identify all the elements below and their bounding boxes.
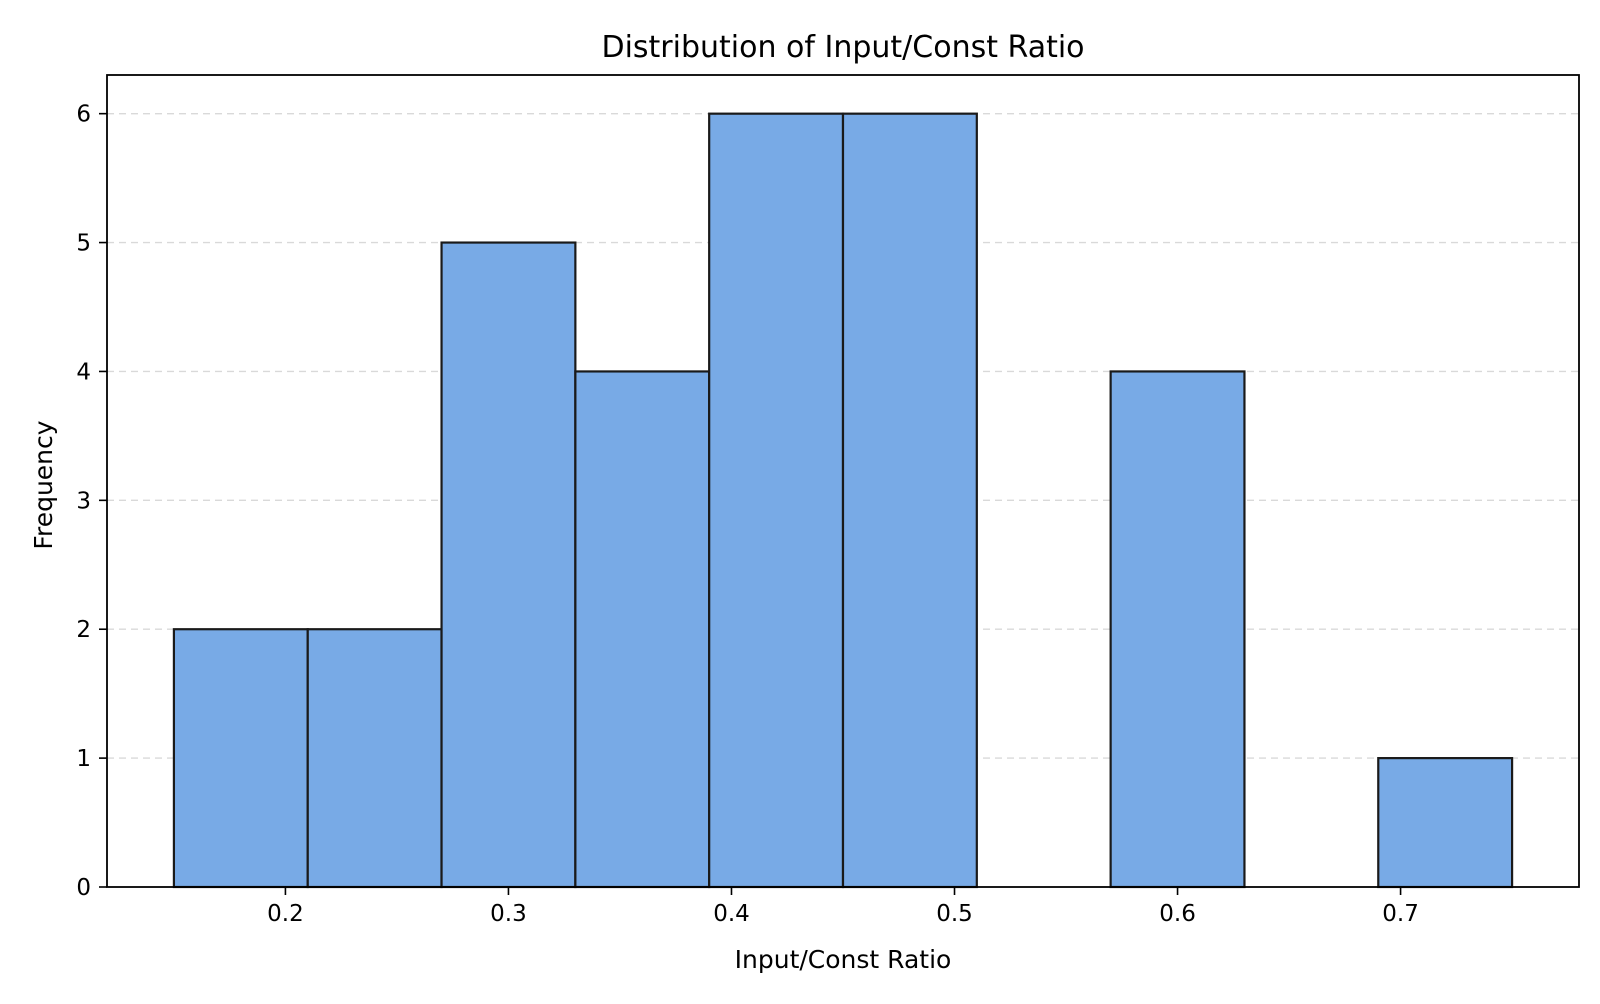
histogram-bar xyxy=(708,112,845,889)
x-tick-label: 0.2 xyxy=(267,901,304,927)
y-axis-label: Frequency xyxy=(29,420,58,549)
y-tick-label: 2 xyxy=(76,617,91,643)
histogram-bar xyxy=(574,370,711,889)
y-axis-ticks: 0 1 2 3 4 5 6 xyxy=(76,102,107,901)
y-tick-label: 6 xyxy=(76,102,91,128)
y-tick-label: 1 xyxy=(76,746,91,772)
histogram-bar xyxy=(306,628,443,889)
x-axis-ticks: 0.2 0.3 0.4 0.5 0.6 0.7 xyxy=(267,887,1419,927)
x-tick-label: 0.4 xyxy=(713,901,750,927)
histogram-bar xyxy=(172,628,309,889)
bars-layer xyxy=(172,112,1514,889)
histogram-bar xyxy=(440,241,577,889)
x-axis-label: Input/Const Ratio xyxy=(735,945,952,974)
x-tick-label: 0.6 xyxy=(1159,901,1196,927)
y-tick-label: 3 xyxy=(76,488,91,514)
histogram-bar xyxy=(841,112,978,889)
y-tick-label: 0 xyxy=(76,875,91,901)
histogram-bar xyxy=(1377,757,1514,889)
x-tick-label: 0.5 xyxy=(936,901,973,927)
y-tick-label: 5 xyxy=(76,231,91,257)
histogram-bar xyxy=(1109,370,1246,889)
y-tick-label: 4 xyxy=(76,359,91,385)
x-tick-label: 0.7 xyxy=(1382,901,1419,927)
chart-title: Distribution of Input/Const Ratio xyxy=(601,30,1084,65)
x-tick-label: 0.3 xyxy=(490,901,527,927)
plot-frame xyxy=(106,74,1580,888)
